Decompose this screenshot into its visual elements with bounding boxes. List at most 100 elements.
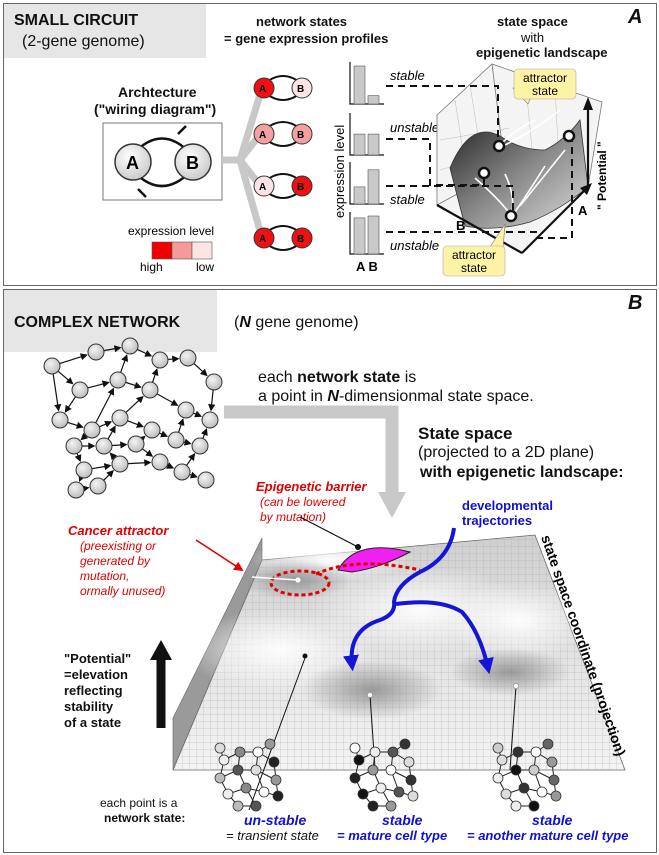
network-edge [78, 474, 86, 483]
potential-label-a: " Potential " [595, 141, 609, 210]
state-space-line1: state space [497, 14, 568, 29]
network-edge [167, 355, 180, 363]
network-node [167, 431, 185, 449]
bar-gene-a [353, 186, 366, 205]
panel-a-header [4, 4, 206, 58]
network-edge [80, 432, 89, 441]
state-stability-label: stable [390, 192, 425, 207]
network-node [151, 453, 169, 471]
network-edge [103, 470, 114, 481]
network-edge [59, 353, 88, 365]
mini-network-node [272, 790, 284, 802]
mini-network-node [250, 800, 262, 812]
network-node [95, 437, 113, 455]
stable1-sub: = mature cell type [337, 828, 448, 843]
network-edge [87, 380, 110, 389]
bar-gene-a [353, 133, 366, 156]
mini-network-node [353, 754, 365, 766]
state-gene-b [291, 175, 313, 197]
mini-network-node [375, 782, 387, 794]
network-edge [142, 448, 154, 457]
network-states-line2: = gene expression profiles [224, 31, 389, 46]
state-gene-a [253, 123, 275, 145]
landscape-axis-a: A [578, 203, 588, 218]
state-connectors [222, 86, 266, 239]
bar-gene-a [353, 65, 366, 105]
barrier-dotted-path [315, 562, 421, 576]
network-node [87, 343, 105, 361]
network-state-list: A BA BA BA B [253, 75, 313, 251]
bar-gene-b [367, 95, 380, 105]
state-gene-a-label: A [259, 130, 266, 141]
network-node [201, 411, 219, 429]
legend-swatch-high [151, 241, 173, 260]
network-edge [159, 430, 169, 438]
gene-a-label: A [126, 153, 139, 173]
state-gene-b [291, 227, 313, 249]
mini-network-node [528, 764, 540, 776]
network-edge [111, 441, 128, 449]
network-edge [81, 485, 90, 493]
potential-b-line4: stability [64, 699, 114, 714]
state-markers [477, 129, 576, 223]
panel-a-graphics: A B A BA BA BA B stableunstablestableunstabl… [102, 62, 609, 277]
bar-gene-b [367, 169, 380, 205]
attractor-bottom-line1: attractor [452, 248, 496, 262]
mini-network-node [214, 772, 226, 784]
network-node [67, 481, 85, 499]
architecture-label-line2: ("wiring diagram") [94, 101, 217, 117]
mini-network-node [546, 756, 558, 768]
dev-traj-line1: developmental [462, 498, 554, 513]
network-state-stable-1 [349, 738, 419, 812]
network-edge [156, 393, 179, 406]
network-edge [136, 348, 153, 357]
network-edge [109, 452, 118, 461]
attractor-top-line2: state [532, 84, 558, 98]
cancer-sub2: generated by [80, 554, 151, 568]
network-edge [189, 471, 198, 479]
landscape-axis-b: B [456, 218, 465, 233]
network-edge [91, 463, 112, 471]
mini-network-node [405, 774, 417, 786]
mini-network-node [367, 800, 379, 812]
each-point-line1: each point is a [100, 796, 178, 810]
complex-network [43, 337, 223, 499]
panel-a-letter: A [628, 6, 643, 28]
state-gene-b-label: B [297, 130, 304, 141]
legend-low: low [196, 260, 214, 274]
network-node [177, 401, 195, 419]
axis-b [436, 204, 523, 254]
network-edge [183, 438, 192, 446]
network-edge [120, 354, 129, 373]
network-node [191, 437, 209, 455]
mini-network-node [536, 786, 548, 798]
mini-network-node [393, 786, 405, 798]
mini-network-node [367, 764, 379, 776]
mini-network-node [270, 774, 282, 786]
each-state-line2: a point in N-dimensionmal state space. [258, 388, 534, 405]
network-state-unstable [214, 738, 284, 812]
network-edge [74, 453, 82, 463]
state-stability-label: unstable [390, 120, 439, 135]
mini-network-node [492, 742, 504, 754]
network-edge [127, 420, 144, 428]
mini-network-node [518, 782, 530, 794]
mini-network-node [496, 754, 508, 766]
mini-network-node [407, 790, 419, 802]
legend-swatch-low [191, 241, 213, 260]
mini-network-node [385, 800, 397, 812]
mini-network-node [349, 742, 361, 754]
network-node [173, 463, 191, 481]
valley-center [302, 660, 442, 720]
barrier-sub2: by mutation) [260, 510, 327, 524]
potential-b-line3: reflecting [64, 683, 123, 698]
bar-chart-2: unstable [349, 113, 439, 156]
expression-bar-charts: stable unstable stable unstable [349, 62, 439, 255]
network-node [143, 421, 161, 439]
network-edge [67, 421, 84, 429]
network-node [141, 381, 159, 399]
network-edge [166, 462, 175, 469]
state-stability-label: unstable [390, 238, 439, 253]
